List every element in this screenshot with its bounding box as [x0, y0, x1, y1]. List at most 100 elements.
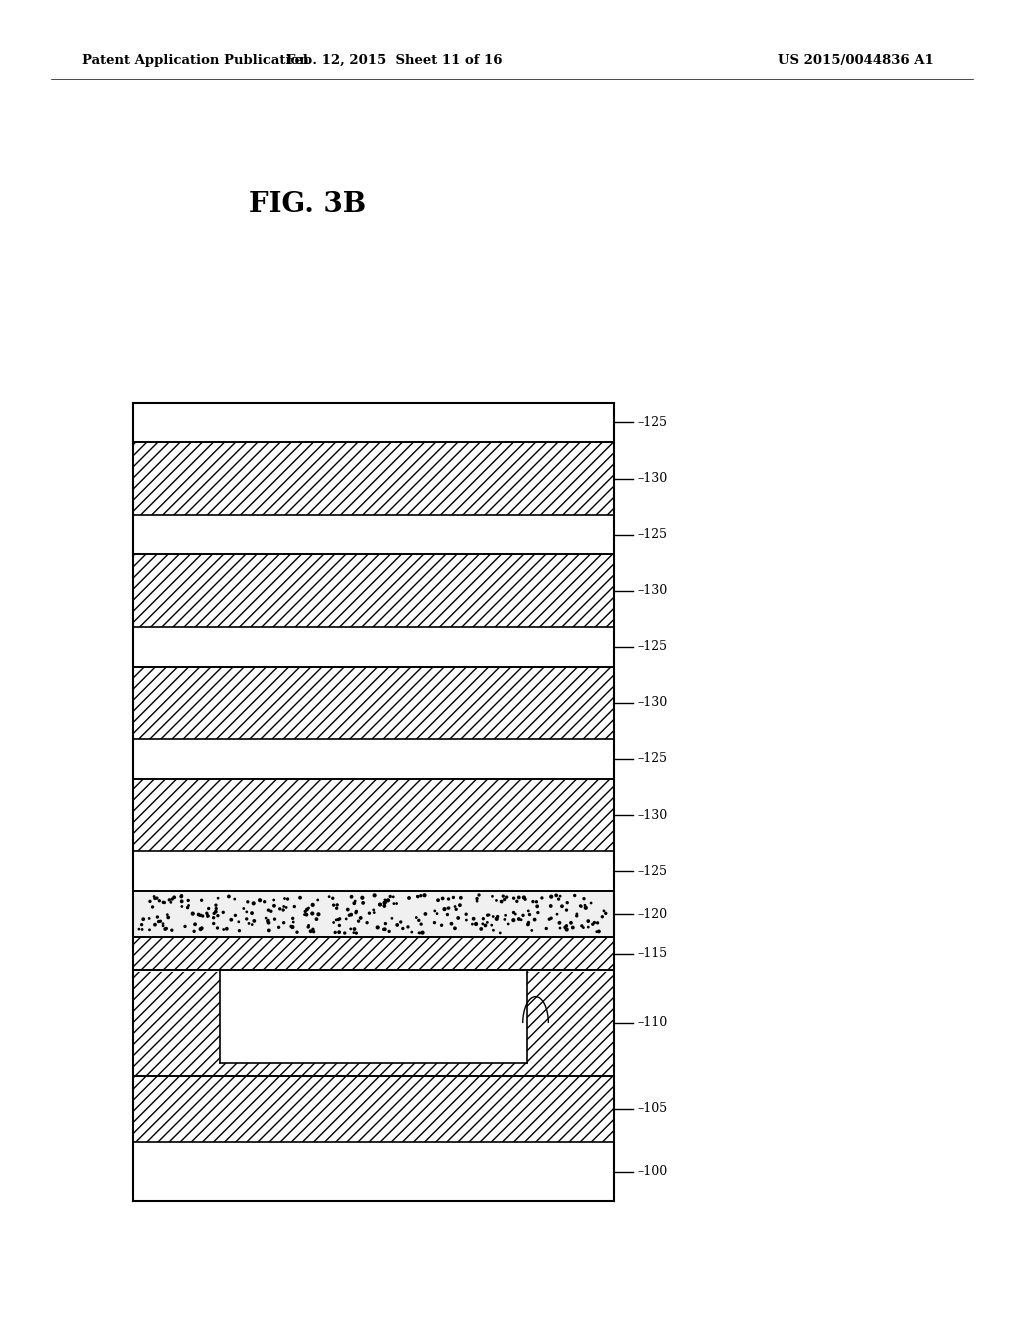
Bar: [133, 851, 614, 891]
Point: [206, 907, 222, 928]
Point: [543, 886, 559, 907]
Point: [473, 919, 489, 940]
Point: [578, 898, 594, 919]
Point: [180, 895, 197, 916]
Point: [377, 890, 393, 911]
Bar: [133, 1076, 614, 1142]
Point: [240, 891, 256, 912]
Text: –125: –125: [638, 416, 668, 429]
Point: [552, 917, 568, 939]
Point: [430, 890, 446, 911]
Point: [581, 916, 597, 937]
Point: [417, 903, 433, 924]
Point: [526, 909, 543, 931]
Point: [568, 906, 585, 927]
Point: [550, 888, 566, 909]
Point: [241, 913, 257, 935]
Point: [434, 888, 451, 909]
Point: [186, 913, 203, 935]
Bar: [133, 937, 614, 970]
Point: [513, 909, 529, 931]
Bar: [133, 554, 614, 627]
Point: [458, 909, 474, 931]
Point: [193, 904, 209, 925]
Point: [403, 921, 420, 942]
Point: [558, 919, 574, 940]
Point: [135, 908, 152, 929]
Point: [266, 895, 283, 916]
Point: [523, 920, 540, 941]
Point: [258, 908, 274, 929]
Point: [201, 898, 217, 919]
Point: [380, 890, 396, 911]
Point: [471, 884, 487, 906]
Point: [215, 902, 231, 923]
Point: [446, 917, 463, 939]
Point: [346, 919, 362, 940]
Point: [586, 912, 602, 933]
Point: [141, 908, 158, 929]
Point: [528, 891, 545, 912]
Point: [469, 891, 485, 912]
Point: [382, 886, 398, 907]
Point: [575, 888, 592, 909]
Point: [558, 915, 574, 936]
Point: [209, 917, 225, 939]
Point: [285, 912, 301, 933]
Point: [152, 890, 168, 911]
Point: [366, 899, 382, 920]
Point: [346, 892, 362, 913]
Point: [252, 890, 268, 911]
Point: [439, 898, 456, 919]
Point: [227, 904, 244, 925]
Point: [400, 887, 417, 908]
Text: –125: –125: [638, 640, 668, 653]
Point: [433, 915, 450, 936]
Point: [194, 890, 210, 911]
Point: [500, 913, 516, 935]
Point: [215, 919, 231, 940]
Point: [348, 900, 365, 921]
Text: –100: –100: [638, 1166, 669, 1177]
Point: [208, 898, 224, 919]
Point: [370, 917, 386, 939]
Point: [348, 902, 365, 923]
Point: [564, 917, 581, 939]
Point: [302, 920, 318, 941]
Point: [498, 904, 514, 925]
Point: [411, 909, 427, 931]
Bar: [220, 970, 527, 1063]
Point: [596, 900, 612, 921]
Point: [298, 904, 314, 925]
Text: –125: –125: [638, 752, 668, 766]
Point: [286, 896, 302, 917]
Bar: [133, 667, 614, 739]
Point: [559, 892, 575, 913]
Point: [200, 906, 216, 927]
Point: [206, 903, 222, 924]
Point: [538, 917, 554, 939]
Point: [300, 898, 316, 919]
Point: [554, 896, 570, 917]
Point: [331, 915, 347, 936]
Point: [386, 894, 402, 915]
Point: [355, 892, 372, 913]
Point: [150, 907, 166, 928]
Point: [347, 891, 364, 912]
Point: [342, 919, 358, 940]
Point: [155, 915, 171, 936]
Point: [439, 904, 456, 925]
Point: [153, 911, 169, 932]
Point: [580, 911, 596, 932]
Point: [376, 895, 392, 916]
Point: [443, 913, 460, 935]
Point: [260, 912, 276, 933]
Bar: [133, 937, 614, 970]
Bar: [133, 970, 614, 1076]
Point: [552, 886, 568, 907]
Point: [484, 886, 501, 907]
Point: [285, 908, 301, 929]
Point: [485, 920, 502, 941]
Point: [413, 913, 429, 935]
Point: [244, 903, 260, 924]
